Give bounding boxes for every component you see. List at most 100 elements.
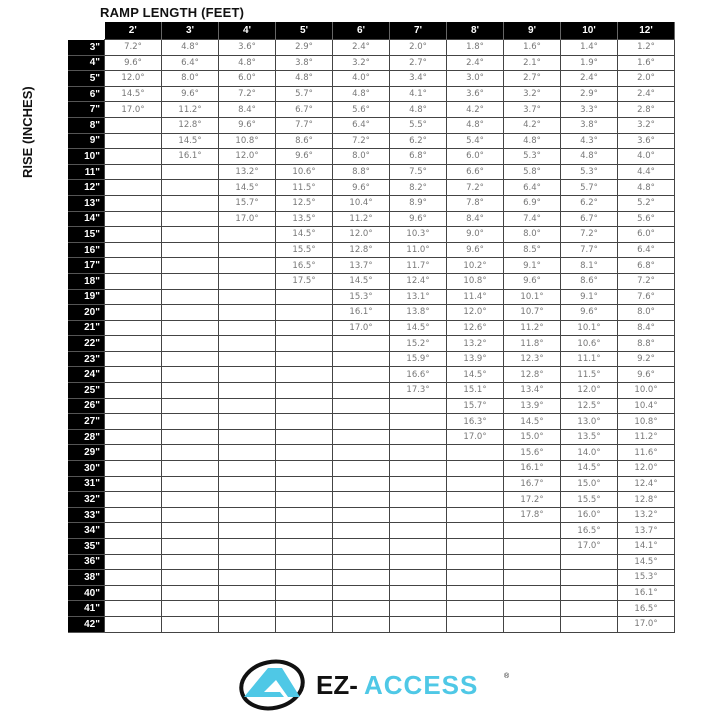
angle-cell bbox=[218, 491, 276, 508]
angle-cell bbox=[218, 553, 276, 571]
angle-cell: 15.6° bbox=[503, 444, 561, 462]
angle-cell: 8.1° bbox=[560, 257, 618, 274]
angle-cell bbox=[389, 538, 447, 555]
angle-cell: 14.0° bbox=[560, 444, 618, 462]
table-row: 19" 15.3° 13.1° 11.4° 10.1° 9.1° 7.6° bbox=[68, 288, 675, 306]
rise-label: 19" bbox=[68, 289, 105, 306]
column-header: 7' bbox=[389, 22, 447, 40]
angle-cell: 6.0° bbox=[617, 226, 675, 243]
angle-cell: 10.4° bbox=[332, 194, 390, 212]
angle-cell bbox=[389, 584, 447, 602]
angle-cell bbox=[104, 600, 162, 617]
angle-cell bbox=[104, 210, 162, 228]
angle-cell: 17.0° bbox=[218, 210, 276, 228]
angle-cell bbox=[503, 538, 561, 555]
table-row: 36" 14.5° bbox=[68, 553, 675, 571]
table-row: 28" 17.0° 15.0° 13.5° 11.2° bbox=[68, 428, 675, 446]
rise-label: 3" bbox=[68, 39, 105, 56]
angle-cell: 14.5° bbox=[389, 319, 447, 337]
angle-cell bbox=[560, 569, 618, 586]
rise-label: 6" bbox=[68, 86, 105, 103]
angle-cell bbox=[275, 491, 333, 508]
angle-cell bbox=[389, 569, 447, 586]
angle-cell: 5.3° bbox=[560, 163, 618, 181]
angle-cell: 4.8° bbox=[161, 39, 219, 56]
angle-cell: 17.0° bbox=[104, 101, 162, 118]
angle-cell bbox=[503, 569, 561, 586]
angle-cell: 3.6° bbox=[617, 132, 675, 150]
table-row: 20" 16.1° 13.8° 12.0° 10.7° 9.6° 8.0° bbox=[68, 304, 675, 321]
angle-cell bbox=[275, 615, 333, 633]
table-row: 29" 15.6° 14.0° 11.6° bbox=[68, 444, 675, 462]
rise-label: 8" bbox=[68, 117, 105, 134]
rise-label: 7" bbox=[68, 101, 105, 118]
angle-cell bbox=[104, 615, 162, 633]
angle-cell bbox=[389, 600, 447, 617]
angle-cell: 4.8° bbox=[275, 70, 333, 87]
angle-cell bbox=[161, 366, 219, 384]
angle-cell: 12.0° bbox=[617, 460, 675, 477]
angle-cell: 17.8° bbox=[503, 506, 561, 524]
angle-cell: 14.5° bbox=[218, 179, 276, 196]
table-row: 34" 16.5° 13.7° bbox=[68, 522, 675, 539]
angle-cell: 6.7° bbox=[275, 101, 333, 118]
angle-cell bbox=[161, 179, 219, 196]
angle-cell: 12.0° bbox=[560, 382, 618, 399]
angle-cell bbox=[446, 475, 504, 493]
angle-cell bbox=[389, 506, 447, 524]
rise-label: 33" bbox=[68, 507, 105, 524]
table-row: 31" 16.7° 15.0° 12.4° bbox=[68, 475, 675, 493]
angle-cell bbox=[332, 382, 390, 399]
angle-cell bbox=[161, 522, 219, 539]
angle-cell bbox=[161, 444, 219, 462]
angle-cell: 9.2° bbox=[617, 350, 675, 368]
angle-cell: 8.4° bbox=[218, 101, 276, 118]
angle-cell bbox=[332, 522, 390, 539]
angle-cell: 12.8° bbox=[332, 241, 390, 259]
angle-cell bbox=[218, 382, 276, 399]
angle-cell: 9.6° bbox=[275, 148, 333, 165]
angle-cell: 2.4° bbox=[617, 85, 675, 103]
angle-cell: 2.4° bbox=[560, 70, 618, 87]
angle-cell: 2.0° bbox=[389, 39, 447, 56]
angle-cell: 8.9° bbox=[389, 194, 447, 212]
angle-cell: 16.5° bbox=[617, 600, 675, 617]
angle-cell bbox=[332, 569, 390, 586]
table-row: 32" 17.2° 15.5° 12.8° bbox=[68, 491, 675, 508]
angle-cell: 9.6° bbox=[218, 116, 276, 134]
angle-cell: 6.2° bbox=[560, 194, 618, 212]
angle-cell bbox=[218, 460, 276, 477]
table-row: 5" 12.0° 8.0° 6.0° 4.8° 4.0° 3.4° 3.0° 2.7° 2.4° 2… bbox=[68, 70, 675, 87]
angle-cell: 2.8° bbox=[617, 101, 675, 118]
rise-label: 26" bbox=[68, 398, 105, 415]
angle-cell: 17.0° bbox=[617, 615, 675, 633]
angle-cell: 2.0° bbox=[617, 70, 675, 87]
angle-cell: 8.0° bbox=[503, 226, 561, 243]
column-header: 4' bbox=[218, 22, 276, 40]
angle-cell bbox=[275, 288, 333, 306]
table-row: 30" 16.1° 14.5° 12.0° bbox=[68, 460, 675, 477]
angle-cell bbox=[446, 615, 504, 633]
logo-ring bbox=[239, 659, 305, 711]
angle-cell: 15.0° bbox=[560, 475, 618, 493]
angle-cell bbox=[218, 319, 276, 337]
table-row: 3" 7.2° 4.8° 3.6° 2.9° 2.4° 2.0° 1.8° 1.6° 1.4° 1.… bbox=[68, 39, 675, 56]
angle-cell: 9.6° bbox=[617, 366, 675, 384]
angle-cell bbox=[104, 226, 162, 243]
angle-cell bbox=[446, 600, 504, 617]
angle-cell: 9.1° bbox=[503, 257, 561, 274]
angle-cell: 13.1° bbox=[389, 288, 447, 306]
angle-cell bbox=[446, 460, 504, 477]
angle-cell: 3.6° bbox=[218, 39, 276, 56]
angle-cell bbox=[446, 444, 504, 462]
column-header: 6' bbox=[332, 22, 390, 40]
angle-cell bbox=[161, 350, 219, 368]
angle-cell: 6.0° bbox=[218, 70, 276, 87]
angle-cell bbox=[389, 460, 447, 477]
angle-cell bbox=[104, 194, 162, 212]
angle-cell: 8.0° bbox=[332, 148, 390, 165]
angle-cell bbox=[332, 584, 390, 602]
angle-cell: 5.8° bbox=[503, 163, 561, 181]
angle-cell: 3.8° bbox=[560, 116, 618, 134]
angle-cell bbox=[104, 506, 162, 524]
